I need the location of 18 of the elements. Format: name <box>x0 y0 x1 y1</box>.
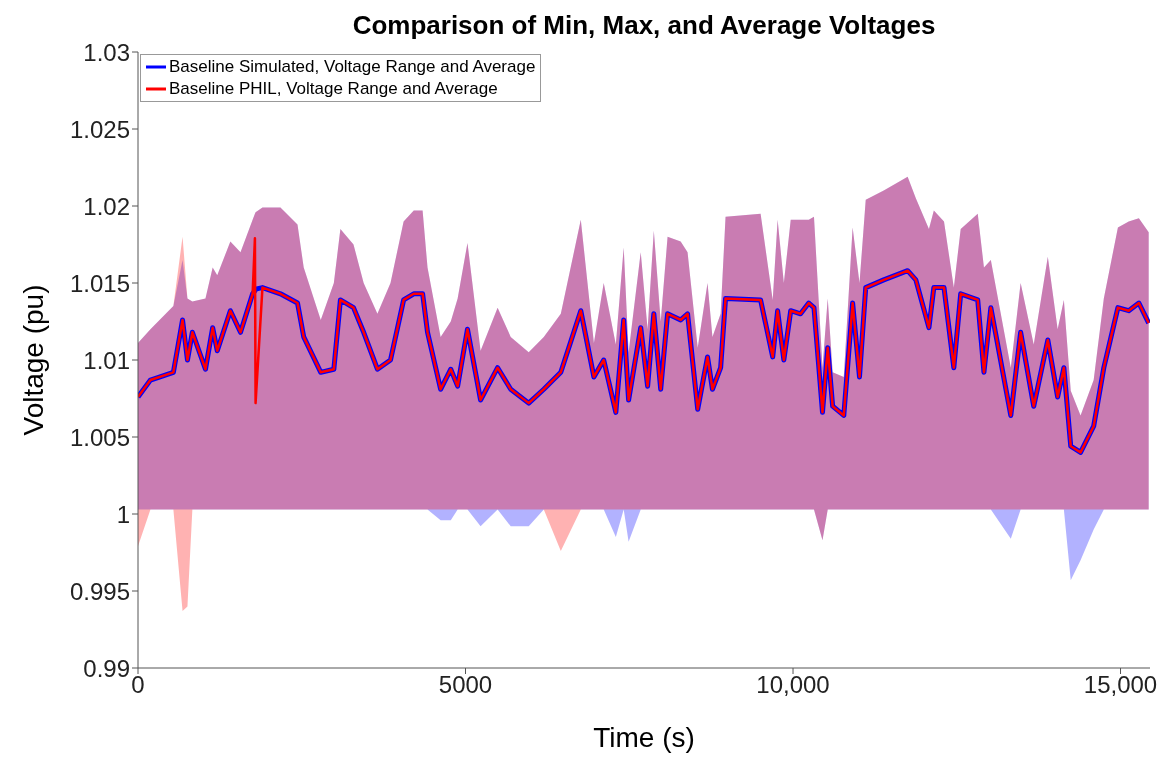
x-axis-title: Time (s) <box>592 722 696 754</box>
y-tick-label: 0.99 <box>83 654 130 682</box>
y-axis-title: Voltage (pu) <box>18 284 50 436</box>
y-tick-label: 1.005 <box>69 423 130 451</box>
chart-title: Comparison of Min, Max, and Average Voltages <box>351 10 937 41</box>
x-tick-label: 5000 <box>438 671 493 699</box>
y-tick-label: 1.01 <box>83 346 130 374</box>
y-tick-label: 1.015 <box>69 269 130 297</box>
legend-label: Baseline PHIL, Voltage Range and Average <box>169 78 498 100</box>
y-tick-label: 0.995 <box>69 577 130 605</box>
x-tick-label: 0 <box>131 671 145 699</box>
y-tick-label: 1.02 <box>83 192 130 220</box>
y-tick-label: 1.025 <box>69 115 130 143</box>
y-tick-label: 1 <box>116 500 130 528</box>
y-tick-label: 1.03 <box>83 38 130 66</box>
x-tick-label: 15,000 <box>1083 671 1158 699</box>
x-tick-label: 10,000 <box>756 671 830 699</box>
legend-label: Baseline Simulated, Voltage Range and Average <box>169 56 536 78</box>
